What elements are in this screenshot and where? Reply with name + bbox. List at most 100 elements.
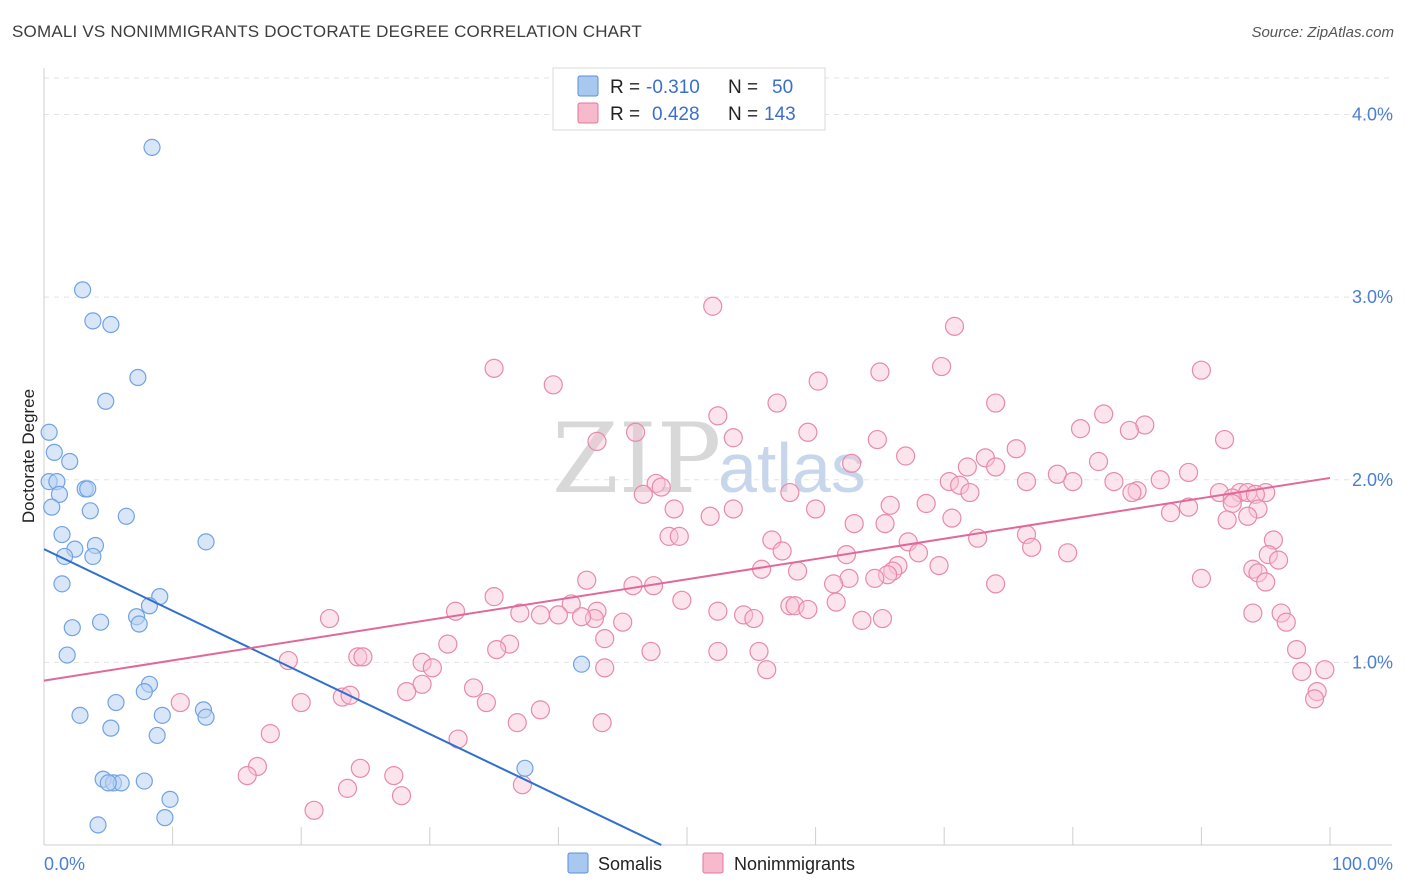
point-nonimmigrants (1191, 360, 1212, 380)
y-tick-label: 4.0% (1352, 105, 1393, 125)
point-nonimmigrants (916, 493, 936, 514)
point-somalis (516, 759, 534, 777)
legend-swatch-somalis (577, 75, 599, 97)
point-nonimmigrants (708, 406, 728, 426)
point-somalis (197, 708, 215, 726)
point-somalis (107, 693, 125, 712)
point-nonimmigrants (852, 610, 872, 630)
point-nonimmigrants (384, 766, 404, 786)
point-nonimmigrants (507, 713, 527, 733)
point-nonimmigrants (412, 652, 432, 672)
point-nonimmigrants (577, 570, 597, 590)
point-nonimmigrants (1243, 603, 1263, 623)
legend-r-label: R = (610, 104, 640, 125)
point-nonimmigrants (350, 758, 370, 778)
point-nonimmigrants (772, 541, 792, 561)
series-legend: Somalis Nonimmigrants (567, 852, 855, 874)
point-nonimmigrants (438, 634, 458, 654)
point-somalis (572, 655, 591, 673)
point-somalis (102, 315, 120, 334)
point-nonimmigrants (708, 641, 728, 662)
point-nonimmigrants (1191, 568, 1212, 588)
bottom-legend-swatch-somalis (567, 852, 589, 874)
point-somalis (50, 485, 69, 503)
correlation-legend: R = -0.310 N = 50 R = 0.428 N = 143 (552, 67, 826, 131)
point-nonimmigrants (543, 375, 563, 395)
point-nonimmigrants (929, 555, 949, 576)
x-tick-label: 0.0% (44, 854, 85, 874)
point-nonimmigrants (669, 526, 689, 546)
point-nonimmigrants (291, 692, 311, 713)
watermark-atlas: atlas (718, 429, 866, 507)
point-somalis (71, 706, 89, 724)
point-nonimmigrants (337, 778, 358, 798)
point-somalis (161, 790, 179, 808)
point-somalis (135, 682, 153, 701)
point-nonimmigrants (880, 495, 900, 515)
point-somalis (97, 392, 115, 410)
point-nonimmigrants (798, 599, 818, 620)
point-somalis (79, 480, 97, 498)
point-nonimmigrants (353, 647, 373, 667)
point-nonimmigrants (571, 607, 592, 627)
point-nonimmigrants (1094, 404, 1114, 424)
point-nonimmigrants (986, 393, 1006, 413)
point-nonimmigrants (744, 608, 764, 629)
point-nonimmigrants (1178, 497, 1199, 517)
legend-n-label: N = (728, 104, 758, 125)
legend-swatch-nonimmigrants (577, 102, 599, 124)
point-nonimmigrants (304, 800, 324, 820)
point-nonimmigrants (1088, 451, 1109, 472)
point-nonimmigrants (780, 482, 800, 503)
point-somalis (89, 816, 107, 834)
point-nonimmigrants (659, 526, 679, 546)
y-axis-title: Doctorate Degree (19, 389, 38, 523)
point-nonimmigrants (1263, 530, 1284, 550)
scatter-points (40, 138, 1335, 834)
point-nonimmigrants (412, 674, 432, 694)
point-somalis (148, 726, 166, 745)
point-nonimmigrants (787, 561, 808, 581)
point-nonimmigrants (623, 576, 643, 596)
point-somalis (84, 547, 102, 566)
point-nonimmigrants (592, 713, 612, 733)
point-nonimmigrants (391, 786, 412, 806)
point-nonimmigrants (1178, 462, 1199, 483)
point-nonimmigrants (1006, 439, 1026, 459)
point-somalis (58, 646, 76, 664)
point-nonimmigrants (939, 471, 959, 492)
chart-title: SOMALI VS NONIMMIGRANTS DOCTORATE DEGREE… (12, 22, 642, 41)
point-somalis (130, 615, 148, 633)
point-nonimmigrants (986, 574, 1006, 594)
x-tick-labels: 0.0% 100.0% (44, 854, 1393, 874)
point-nonimmigrants (463, 678, 484, 698)
point-nonimmigrants (1243, 559, 1263, 579)
point-somalis (91, 613, 110, 631)
point-nonimmigrants (1160, 503, 1181, 523)
point-nonimmigrants (530, 605, 550, 625)
point-nonimmigrants (510, 603, 530, 623)
point-nonimmigrants (422, 658, 442, 678)
point-nonimmigrants (708, 601, 728, 621)
point-somalis (43, 498, 61, 516)
trend-line-nonimmigrants (43, 476, 1331, 682)
point-nonimmigrants (700, 506, 720, 526)
point-nonimmigrants (875, 513, 895, 534)
point-nonimmigrants (870, 362, 890, 382)
point-nonimmigrants (1104, 471, 1124, 492)
point-nonimmigrants (1047, 464, 1067, 484)
point-nonimmigrants (805, 499, 826, 519)
point-nonimmigrants (348, 647, 368, 667)
point-somalis (63, 619, 81, 637)
point-nonimmigrants (883, 561, 903, 581)
watermark-zip: ZIP (552, 403, 721, 515)
point-nonimmigrants (808, 371, 828, 391)
point-nonimmigrants (957, 457, 977, 477)
point-nonimmigrants (844, 513, 864, 534)
point-somalis (81, 502, 99, 520)
legend-n-value-somalis: 50 (772, 77, 793, 98)
point-nonimmigrants (1063, 471, 1083, 492)
point-nonimmigrants (548, 605, 569, 625)
point-nonimmigrants (170, 692, 190, 713)
point-nonimmigrants (1286, 639, 1307, 660)
